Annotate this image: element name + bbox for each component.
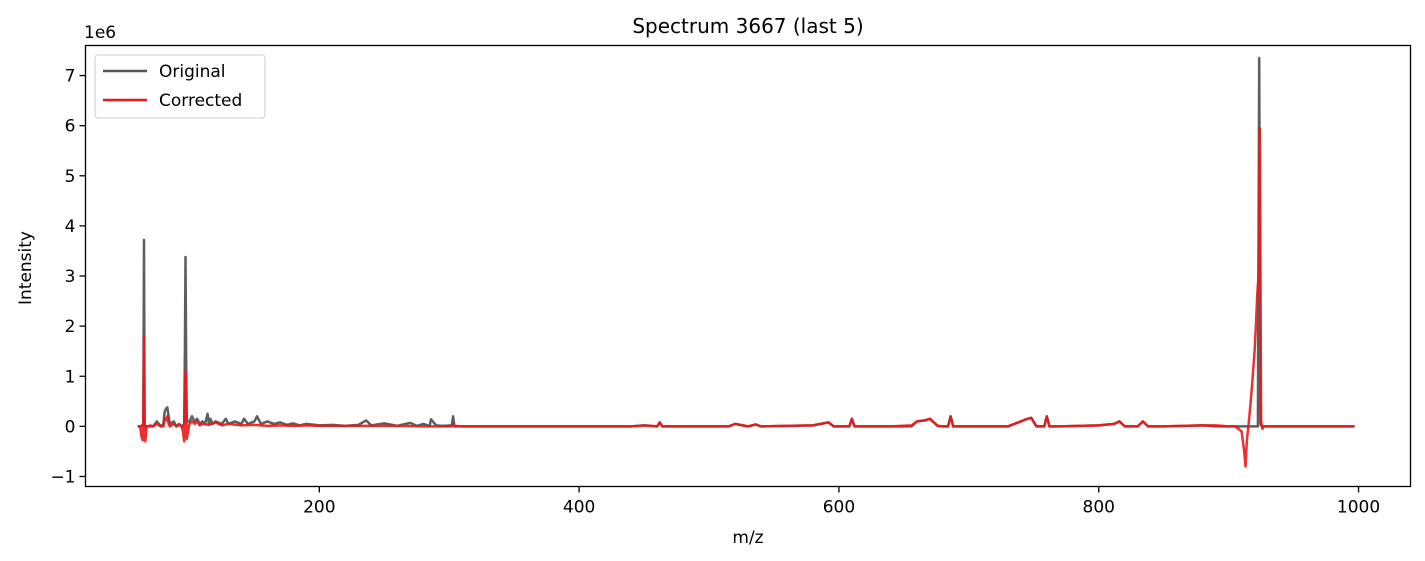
- x-axis: 200 400 600 800 1000: [303, 486, 1380, 518]
- series-line-corrected: [137, 126, 1355, 468]
- legend-label-corrected: Corrected: [159, 91, 242, 111]
- y-tick-label: 3: [65, 267, 76, 287]
- y-tick-label: 0: [65, 417, 76, 437]
- y-tick-label: 1: [65, 367, 76, 387]
- legend-label-original: Original: [159, 62, 226, 82]
- x-tick-label: 1000: [1337, 498, 1380, 518]
- x-tick-label: 600: [823, 498, 855, 518]
- plot-area: [137, 56, 1355, 468]
- x-tick-label: 200: [303, 498, 335, 518]
- x-tick-label: 800: [1083, 498, 1115, 518]
- chart-title: Spectrum 3667 (last 5): [632, 14, 863, 38]
- x-axis-label: m/z: [732, 528, 763, 548]
- legend: Original Corrected: [94, 54, 266, 119]
- y-scale-label: 1e6: [84, 23, 116, 43]
- plot-frame: [84, 44, 1412, 488]
- y-tick-label: 5: [65, 167, 76, 187]
- y-axis-label: Intensity: [16, 231, 36, 305]
- y-tick-label: 4: [65, 217, 76, 237]
- y-tick-label: 7: [65, 67, 76, 87]
- y-tick-label: 2: [65, 317, 76, 337]
- y-tick-label: −1: [50, 467, 75, 487]
- x-tick-label: 400: [563, 498, 595, 518]
- y-axis: −1 0 1 2 3 4 5 6 7: [50, 67, 86, 487]
- y-tick-label: 6: [65, 117, 76, 137]
